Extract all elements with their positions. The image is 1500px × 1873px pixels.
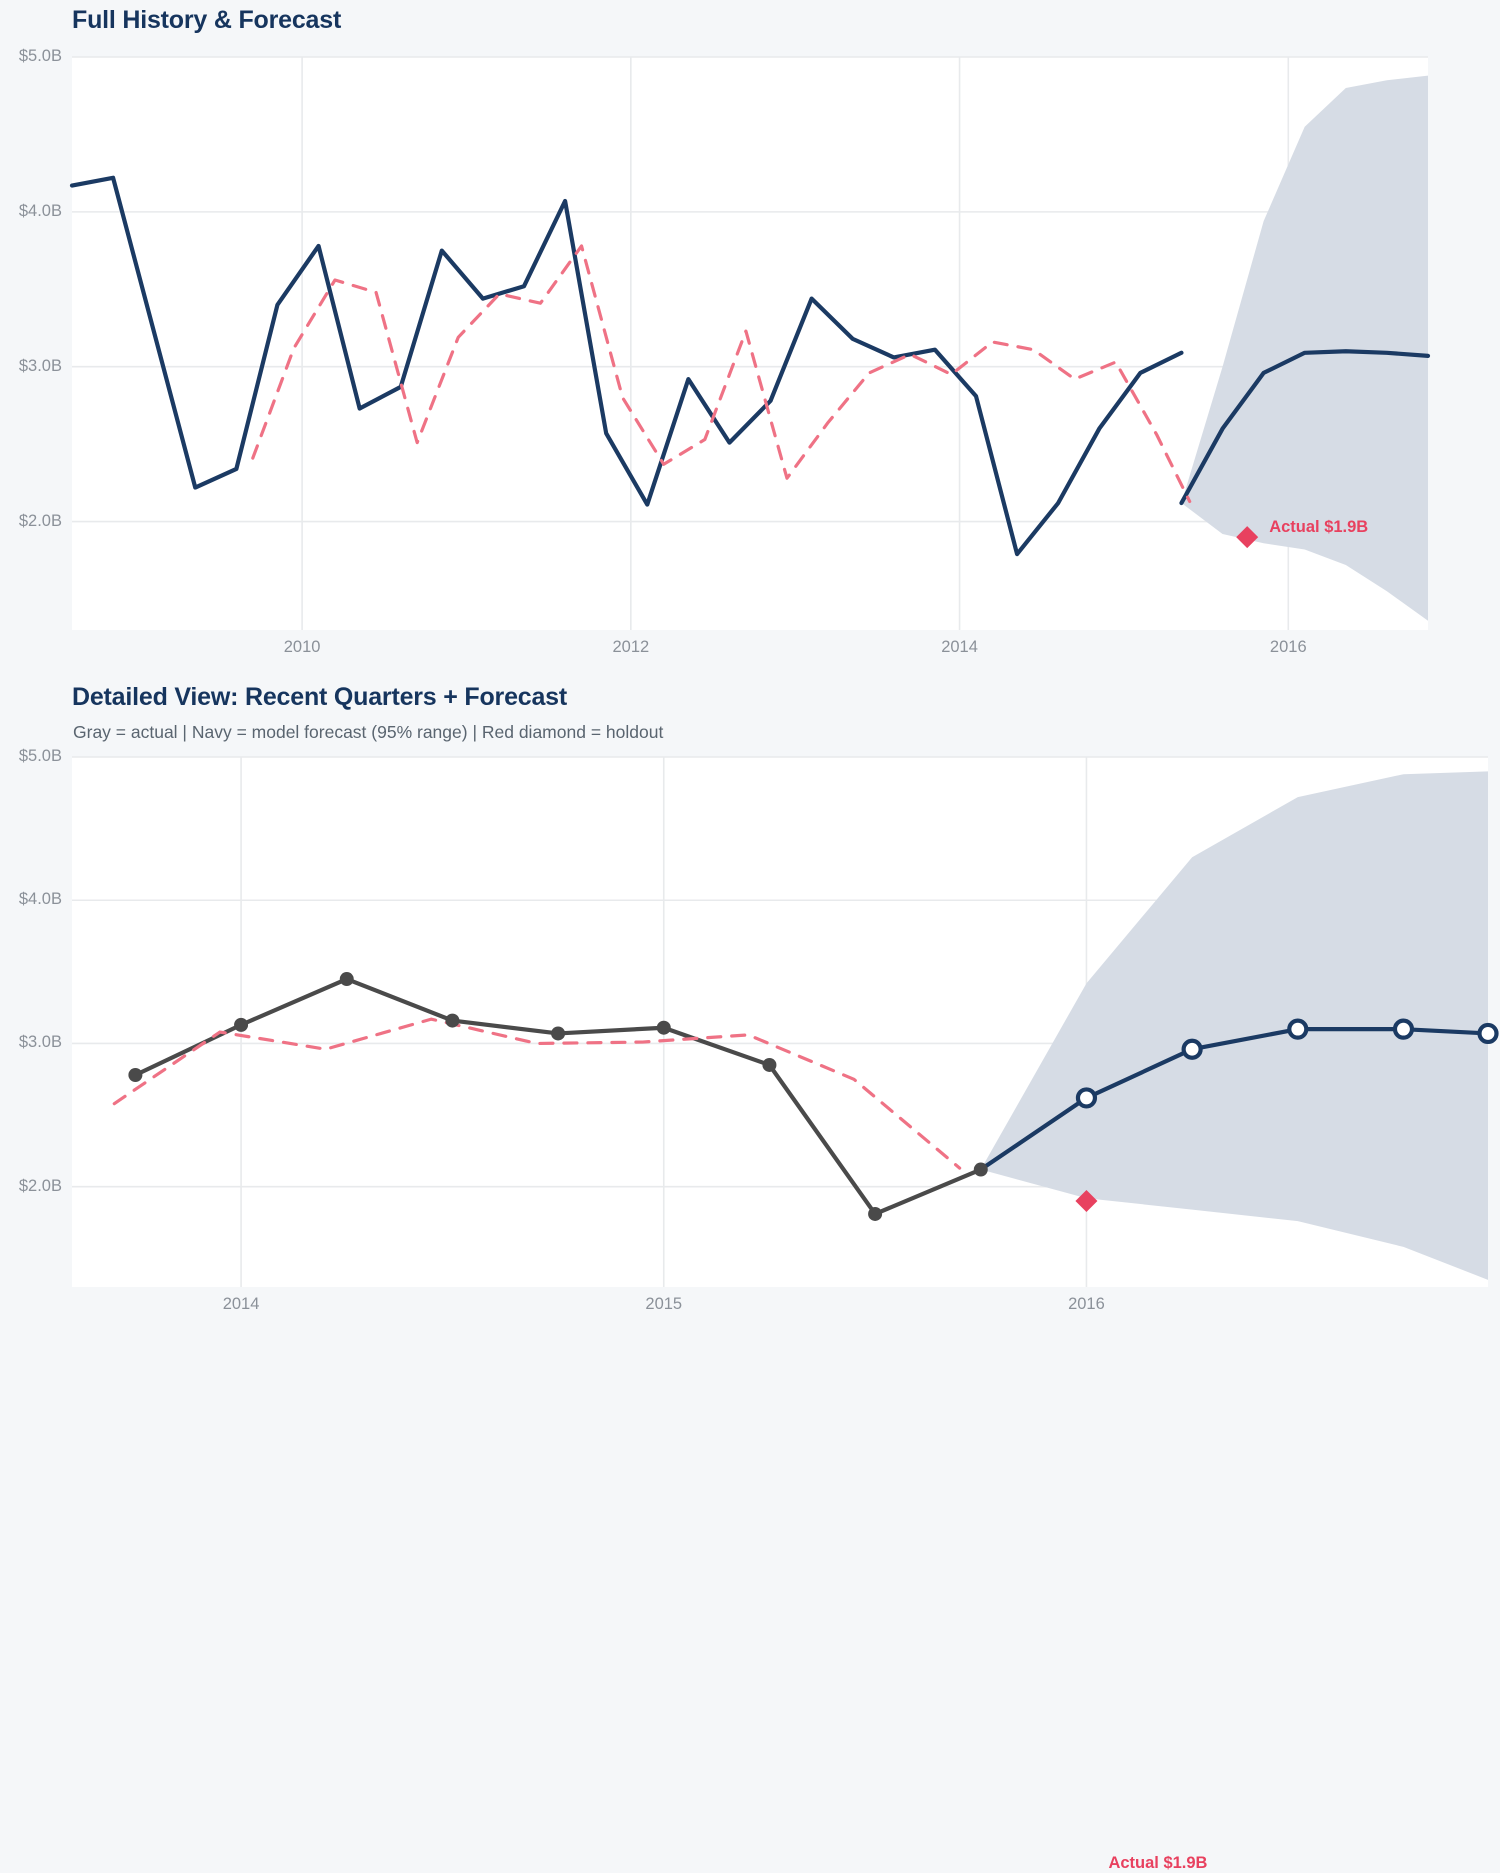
legend-caption: Gray = actual | Navy = model forecast (9… — [73, 722, 664, 742]
panel-detailed-view: Detailed View: Recent Quarters + Forecas… — [0, 672, 1500, 1872]
section-title: Detailed View: Recent Quarters + Forecas… — [72, 683, 568, 711]
y-tick-label: $3.0B — [18, 356, 62, 375]
chart-detailed-view — [72, 756, 1499, 1287]
y-tick-label: $3.0B — [18, 1033, 62, 1052]
y-tick-label: $4.0B — [18, 890, 62, 909]
panel-full-history: Full History & Forecast $5.0B $4.0B $3.0B $… — [0, 0, 1500, 672]
y-tick-label: $5.0B — [18, 47, 62, 65]
x-tick-label: 2012 — [612, 638, 650, 656]
holdout-annotation-label: Actual $1.9B — [1108, 1854, 1208, 1873]
x-tick-label: 2014 — [941, 638, 978, 656]
y-tick-label: $4.0B — [18, 201, 62, 220]
holdout-annotation-label: Actual $1.9B — [1269, 518, 1369, 537]
x-tick-label: 2015 — [645, 1295, 683, 1313]
y-tick-label: $5.0B — [18, 747, 62, 765]
chart-full-history-forecast — [69, 56, 1431, 630]
x-tick-label: 2016 — [1269, 638, 1307, 656]
x-tick-label: 2010 — [283, 638, 321, 656]
x-tick-label: 2016 — [1068, 1295, 1105, 1313]
y-tick-label: $2.0B — [18, 511, 62, 530]
y-tick-label: $2.0B — [18, 1176, 62, 1195]
page-title: Full History & Forecast — [72, 6, 342, 34]
x-tick-label: 2014 — [222, 1295, 260, 1313]
